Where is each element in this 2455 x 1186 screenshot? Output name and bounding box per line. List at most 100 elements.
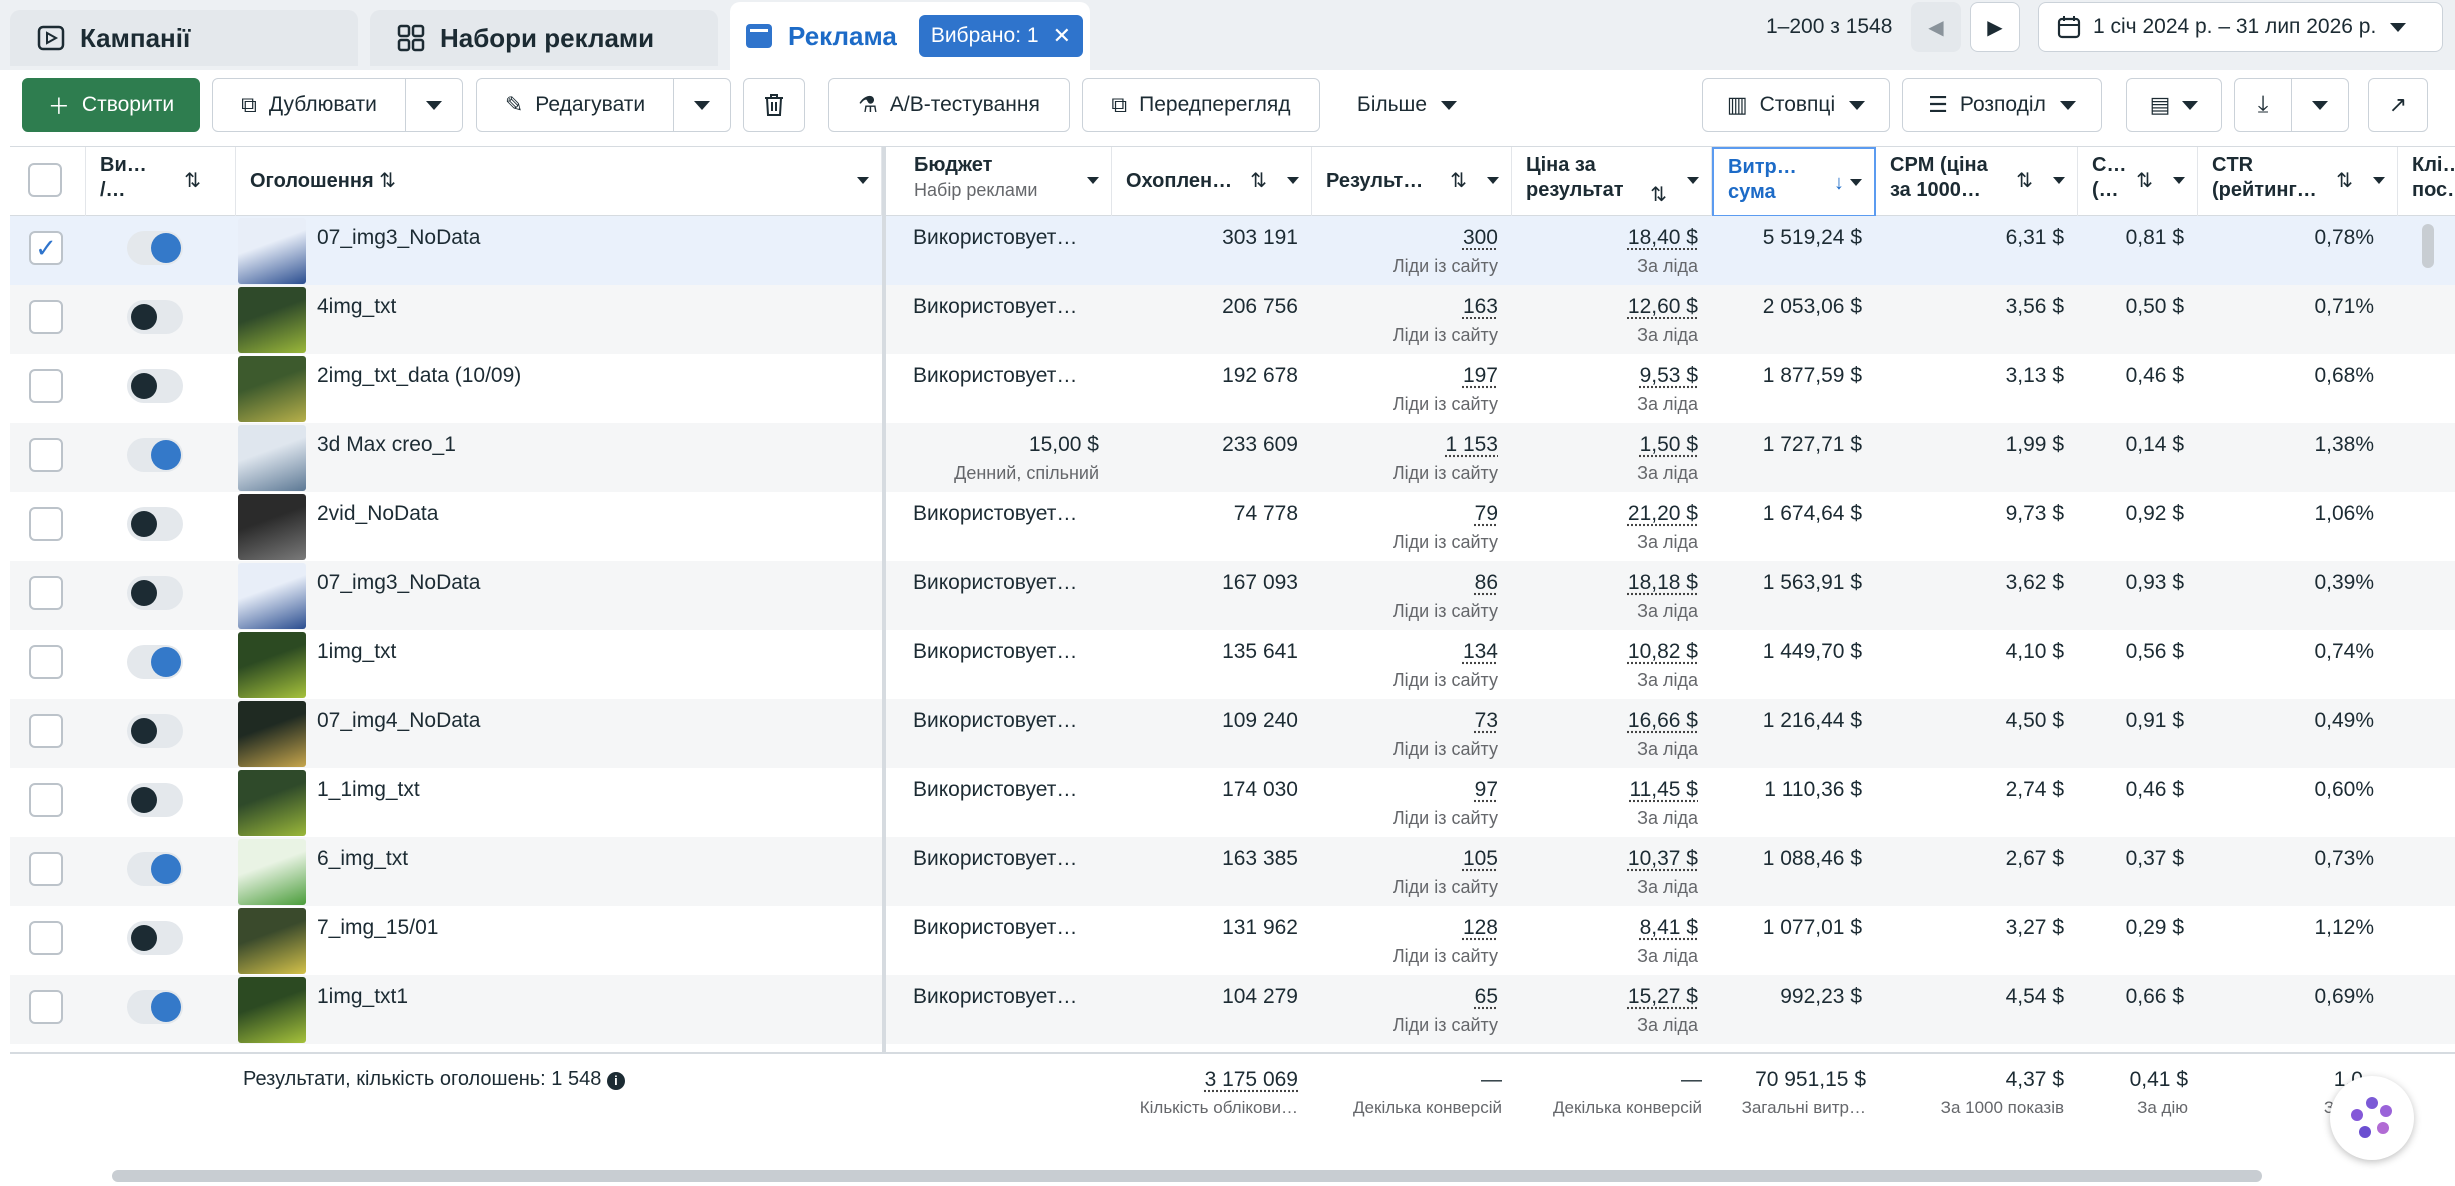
results-value[interactable]: 163: [1462, 295, 1498, 318]
ad-name[interactable]: 7_img_15/01: [317, 916, 439, 939]
table-row[interactable]: 1_1img_txt Використовует… 174 030 97 Ліди із…: [10, 768, 2455, 837]
ad-name[interactable]: 3d Max creo_1: [317, 433, 456, 456]
cost-value[interactable]: 8,41 $: [1639, 916, 1698, 939]
chevron-down-icon[interactable]: [1087, 177, 1099, 184]
row-checkbox[interactable]: ✓: [29, 231, 63, 265]
results-value[interactable]: 65: [1474, 985, 1498, 1008]
ad-name[interactable]: 6_img_txt: [317, 847, 409, 870]
ad-name[interactable]: 07_img3_NoData: [317, 571, 481, 594]
charts-button[interactable]: ↗: [2368, 78, 2428, 132]
next-page-button[interactable]: ▶: [1970, 2, 2020, 52]
cost-value[interactable]: 18,18 $: [1627, 571, 1698, 594]
chevron-down-icon[interactable]: [2053, 177, 2065, 184]
ad-thumbnail[interactable]: [238, 839, 306, 905]
info-icon[interactable]: i: [606, 1072, 625, 1090]
status-toggle[interactable]: [127, 369, 183, 403]
edit-menu-button[interactable]: [673, 78, 731, 132]
row-checkbox[interactable]: [29, 852, 63, 886]
frozen-column-divider[interactable]: [882, 146, 886, 1166]
ad-name[interactable]: 07_img3_NoData: [317, 226, 481, 249]
prev-page-button[interactable]: ◀: [1911, 2, 1961, 52]
status-toggle[interactable]: [127, 852, 183, 886]
date-range-picker[interactable]: 1 січ 2024 р. – 31 лип 2026 р.: [2038, 2, 2443, 52]
cost-value[interactable]: 9,53 $: [1639, 364, 1698, 387]
row-checkbox[interactable]: [29, 300, 63, 334]
header-ctr[interactable]: CTR (рейтинг… ⇅: [2198, 147, 2398, 217]
status-toggle[interactable]: [127, 645, 183, 679]
row-checkbox[interactable]: [29, 369, 63, 403]
ad-name[interactable]: 2vid_NoData: [317, 502, 439, 525]
results-value[interactable]: 86: [1474, 571, 1498, 594]
table-row[interactable]: 2img_txt_data (10/09) Використовует… 192 6…: [10, 354, 2455, 423]
ad-thumbnail[interactable]: [238, 287, 306, 353]
ad-thumbnail[interactable]: [238, 770, 306, 836]
ad-name[interactable]: 1_1img_txt: [317, 778, 420, 801]
status-toggle[interactable]: [127, 507, 183, 541]
edit-button[interactable]: ✎ Редагувати: [476, 78, 674, 132]
table-row[interactable]: 3d Max creo_1 15,00 $ Денний, спільний 233 …: [10, 423, 2455, 492]
status-toggle[interactable]: [127, 921, 183, 955]
header-toggle[interactable]: Ви… /… ⇅: [86, 147, 236, 217]
create-button[interactable]: ＋ Створити: [22, 78, 200, 132]
vertical-scrollbar[interactable]: [2422, 224, 2434, 268]
results-value[interactable]: 128: [1462, 916, 1498, 939]
row-checkbox[interactable]: [29, 714, 63, 748]
table-row[interactable]: 2vid_NoData Використовует… 74 778 79 Ліди із…: [10, 492, 2455, 561]
duplicate-button[interactable]: ⧉ Дублювати: [212, 78, 406, 132]
sort-icon[interactable]: ⇅: [379, 170, 396, 192]
chevron-down-icon[interactable]: [2373, 177, 2385, 184]
select-all-checkbox[interactable]: [28, 163, 62, 197]
status-toggle[interactable]: [127, 714, 183, 748]
header-cost-per-result[interactable]: Ціна за результат ⇅: [1512, 147, 1712, 217]
duplicate-menu-button[interactable]: [405, 78, 463, 132]
status-toggle[interactable]: [127, 783, 183, 817]
table-row[interactable]: 07_img3_NoData Використовует… 167 093 86 Лід…: [10, 561, 2455, 630]
results-value[interactable]: 105: [1462, 847, 1498, 870]
help-assistant-button[interactable]: [2330, 1076, 2414, 1160]
table-row[interactable]: 1img_txt1 Використовует… 104 279 65 Ліди із …: [10, 975, 2455, 1044]
ad-thumbnail[interactable]: [238, 218, 306, 284]
header-reach[interactable]: Охоплен… ⇅: [1112, 147, 1312, 217]
chevron-down-icon[interactable]: [1287, 177, 1299, 184]
tab-adsets[interactable]: Набори реклами: [370, 10, 718, 66]
table-row[interactable]: 07_img4_NoData Використовует… 109 240 73 Лід…: [10, 699, 2455, 768]
status-toggle[interactable]: [127, 990, 183, 1024]
header-ad-name[interactable]: Оголошення ⇅: [236, 147, 882, 217]
table-row[interactable]: 1img_txt Використовует… 135 641 134 Ліди із …: [10, 630, 2455, 699]
chevron-down-icon[interactable]: [1487, 177, 1499, 184]
delete-button[interactable]: [743, 78, 805, 132]
status-toggle[interactable]: [127, 231, 183, 265]
ad-thumbnail[interactable]: [238, 632, 306, 698]
sort-icon[interactable]: ⇅: [1650, 184, 1667, 206]
row-checkbox[interactable]: [29, 990, 63, 1024]
table-row[interactable]: 7_img_15/01 Використовует… 131 962 128 Ліди …: [10, 906, 2455, 975]
columns-button[interactable]: ▥ Стовпці: [1702, 78, 1890, 132]
row-checkbox[interactable]: [29, 921, 63, 955]
ad-name[interactable]: 2img_txt_data (10/09): [317, 364, 522, 387]
results-value[interactable]: 134: [1462, 640, 1498, 663]
cost-value[interactable]: 16,66 $: [1627, 709, 1698, 732]
cost-value[interactable]: 12,60 $: [1627, 295, 1698, 318]
ad-name[interactable]: 1img_txt1: [317, 985, 409, 1008]
row-checkbox[interactable]: [29, 438, 63, 472]
sort-icon[interactable]: ⇅: [2336, 170, 2353, 192]
export-button[interactable]: ⤓: [2234, 78, 2292, 132]
header-results[interactable]: Результ… ⇅: [1312, 147, 1512, 217]
row-checkbox[interactable]: [29, 645, 63, 679]
results-value[interactable]: 73: [1474, 709, 1498, 732]
cost-value[interactable]: 21,20 $: [1627, 502, 1698, 525]
breakdown-button[interactable]: ☰ Розподіл: [1902, 78, 2102, 132]
cost-value[interactable]: 1,50 $: [1639, 433, 1698, 456]
cost-value[interactable]: 11,45 $: [1629, 778, 1698, 801]
preview-button[interactable]: ⧉ Передперегляд: [1082, 78, 1320, 132]
ab-test-button[interactable]: ⚗ A/B-тестування: [828, 78, 1070, 132]
selected-badge[interactable]: Вибрано: 1 ✕: [918, 15, 1083, 57]
sort-icon[interactable]: ⇅: [184, 170, 201, 192]
results-value[interactable]: 1 153: [1445, 433, 1498, 456]
sort-icon[interactable]: ⇅: [2016, 170, 2033, 192]
status-toggle[interactable]: [127, 300, 183, 334]
ad-name[interactable]: 1img_txt: [317, 640, 397, 663]
more-button[interactable]: Більше: [1332, 78, 1482, 132]
cost-value[interactable]: 18,40 $: [1627, 226, 1698, 249]
ad-thumbnail[interactable]: [238, 563, 306, 629]
